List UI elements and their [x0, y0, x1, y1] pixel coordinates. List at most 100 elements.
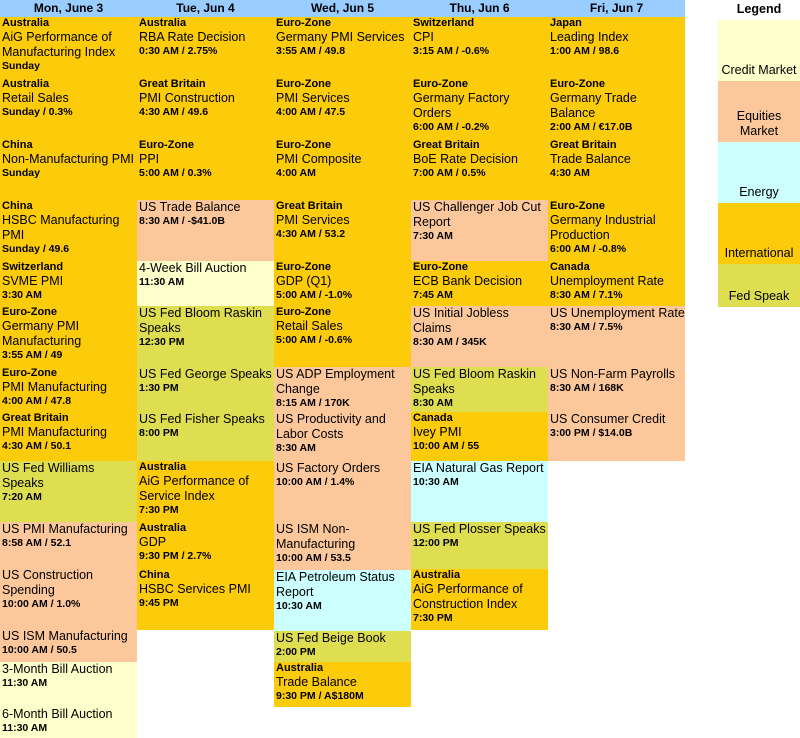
event-time: 7:45 AM	[413, 289, 453, 301]
event-title: US Fed Bloom Raskin Speaks	[139, 306, 262, 335]
event-region: Euro-Zone	[276, 17, 331, 29]
legend-equities-market: Equities Market	[718, 81, 800, 142]
event-region: Euro-Zone	[276, 306, 331, 318]
event-time: Sunday	[2, 167, 40, 179]
event-title: PMI Services	[276, 213, 350, 227]
legend-credit-market: Credit Market	[718, 20, 800, 81]
event-cell: Euro-Zone Germany PMI Manufacturing 3:55 A…	[0, 306, 137, 367]
event-time: 12:30 PM	[139, 336, 185, 348]
event-region: Euro-Zone	[550, 200, 605, 212]
event-time: 0:30 AM / 2.75%	[139, 45, 218, 57]
event-region: Euro-Zone	[2, 306, 57, 318]
event-title: Retail Sales	[2, 91, 69, 105]
event-title: Non-Manufacturing PMI	[2, 152, 135, 166]
event-cell: US Fed Bloom Raskin Speaks 12:30 PM	[137, 306, 274, 367]
event-cell: EIA Petroleum Status Report 10:30 AM	[274, 570, 411, 631]
event-time: 10:00 AM / 53.5	[276, 552, 351, 564]
event-title: US Factory Orders	[276, 461, 381, 475]
event-cell: Australia AiG Performance of Service Inde…	[137, 461, 274, 522]
event-time: 1:30 PM	[139, 382, 179, 394]
event-cell: US Non-Farm Payrolls 8:30 AM / 168K	[548, 367, 685, 412]
event-title: Germany Trade Balance	[550, 91, 637, 120]
event-time: 7:30 PM	[139, 504, 179, 516]
event-cell: China Non-Manufacturing PMI Sunday	[0, 139, 137, 200]
event-title: US ISM Non-Manufacturing	[276, 522, 356, 551]
event-cell: US Initial Jobless Claims 8:30 AM / 345K	[411, 306, 548, 367]
event-region: Australia	[2, 78, 50, 90]
event-title: AiG Performance of Construction Index	[413, 582, 523, 611]
event-time: 4:00 AM / 47.5	[276, 106, 346, 118]
event-time: 5:00 AM / 0.3%	[139, 167, 212, 179]
event-time: 11:30 AM	[2, 677, 48, 689]
event-cell: Canada Unemployment Rate 8:30 AM / 7.1%	[548, 261, 685, 306]
event-region: Switzerland	[413, 17, 475, 29]
event-title: Germany PMI Manufacturing	[2, 319, 82, 348]
event-cell: Euro-Zone Germany PMI Services 3:55 AM / 4…	[274, 17, 411, 78]
event-time: 8:30 AM / -$41.0B	[139, 215, 225, 227]
event-cell: Euro-Zone PMI Manufacturing 4:00 AM / 47.8	[0, 367, 137, 412]
event-cell: US Productivity and Labor Costs 8:30 AM	[274, 412, 411, 461]
event-time: 7:00 AM / 0.5%	[413, 167, 486, 179]
event-time: 3:55 AM / 49.8	[276, 45, 346, 57]
event-title: ECB Bank Decision	[413, 274, 523, 288]
event-time: 9:45 PM	[139, 597, 179, 609]
event-region: Australia	[139, 522, 187, 534]
event-region: Euro-Zone	[2, 367, 57, 379]
event-time: 10:00 AM / 55	[413, 440, 480, 452]
event-title: RBA Rate Decision	[139, 30, 246, 44]
event-title: US Trade Balance	[139, 200, 241, 214]
event-region: Great Britain	[139, 78, 206, 90]
event-region: Australia	[139, 461, 187, 473]
event-cell: Euro-Zone ECB Bank Decision 7:45 AM	[411, 261, 548, 306]
event-cell: US Construction Spending 10:00 AM / 1.0%	[0, 568, 137, 629]
event-cell: Great Britain PMI Services 4:30 AM / 53.2	[274, 200, 411, 261]
event-title: US Fed Beige Book	[276, 631, 386, 645]
event-title: Unemployment Rate	[550, 274, 664, 288]
event-region: China	[2, 139, 33, 151]
event-region: Great Britain	[413, 139, 480, 151]
day-header-thu: Thu, Jun 6	[411, 0, 548, 17]
event-time: 11:30 AM	[139, 276, 185, 288]
event-title: Germany Industrial Production	[550, 213, 656, 242]
event-region: Australia	[413, 569, 461, 581]
legend-fed-speak: Fed Speak	[718, 264, 800, 307]
event-time: 9:30 PM / A$180M	[276, 690, 364, 702]
event-region: Euro-Zone	[276, 261, 331, 273]
event-time: 2:00 PM	[276, 646, 316, 658]
event-time: Sunday / 0.3%	[2, 106, 73, 118]
event-time: 3:30 AM	[2, 289, 42, 301]
event-time: 6:00 AM / -0.2%	[413, 121, 490, 133]
event-time: 4:30 AM	[550, 167, 590, 179]
event-title: US Initial Jobless Claims	[413, 306, 509, 335]
event-cell: Canada Ivey PMI 10:00 AM / 55	[411, 412, 548, 461]
event-cell: US Challenger Job Cut Report 7:30 AM	[411, 200, 548, 261]
event-title: US ADP Employment Change	[276, 367, 395, 396]
event-time: 7:20 AM	[2, 491, 42, 503]
event-region: Euro-Zone	[413, 78, 468, 90]
event-time: 4:30 AM / 53.2	[276, 228, 346, 240]
event-cell: China HSBC Manufacturing PMI Sunday / 49.…	[0, 200, 137, 261]
event-time: 8:58 AM / 52.1	[2, 537, 72, 549]
event-cell: Australia Retail Sales Sunday / 0.3%	[0, 78, 137, 139]
event-title: US Construction Spending	[2, 568, 94, 597]
event-time: Sunday / 49.6	[2, 243, 70, 255]
event-cell: Euro-Zone PPI 5:00 AM / 0.3%	[137, 139, 274, 200]
event-time: 5:00 AM / -0.6%	[276, 334, 353, 346]
event-title: US ISM Manufacturing	[2, 629, 128, 643]
event-title: Trade Balance	[550, 152, 631, 166]
event-cell: Euro-Zone Germany Industrial Production 6:…	[548, 200, 685, 261]
event-title: US Productivity and Labor Costs	[276, 412, 386, 441]
event-cell: Great Britain PMI Construction 4:30 AM / 4…	[137, 78, 274, 139]
event-region: Australia	[2, 17, 50, 29]
event-region: Switzerland	[2, 261, 64, 273]
event-title: US PMI Manufacturing	[2, 522, 128, 536]
event-cell: Australia AiG Performance of Manufacturin…	[0, 17, 137, 78]
event-time: 10:30 AM	[276, 600, 322, 612]
event-title: US Fed George Speaks	[139, 367, 272, 381]
event-title: Leading Index	[550, 30, 629, 44]
event-time: 10:00 AM / 1.0%	[2, 598, 81, 610]
event-region: Japan	[550, 17, 582, 29]
event-cell: US Unemployment Rate 8:30 AM / 7.5%	[548, 306, 685, 367]
event-time: 8:30 AM	[413, 397, 453, 409]
event-time: 4:00 AM / 47.8	[2, 395, 72, 407]
